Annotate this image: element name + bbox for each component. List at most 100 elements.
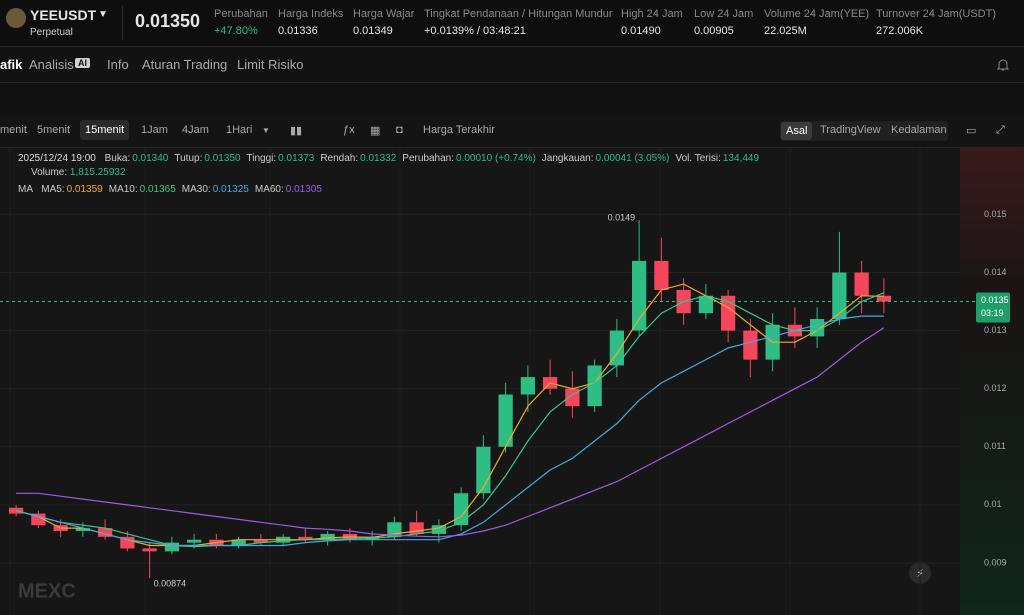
tab[interactable]: Aturan Trading	[142, 57, 228, 72]
volume-label: Volume:	[31, 167, 68, 178]
ohlc-label: Tutup:	[174, 153, 203, 164]
candle-body	[142, 548, 157, 552]
candle-body	[187, 539, 202, 543]
interval[interactable]: 1Jam	[141, 124, 168, 136]
stat-value: +0.0139% / 03:48:21	[424, 25, 526, 37]
candle-body	[854, 272, 869, 296]
y-tick-label: 0.012	[984, 383, 1007, 393]
ma-line	[15, 292, 885, 548]
countdown: 03:19	[981, 308, 1004, 318]
stat-label: Harga Wajar	[353, 8, 415, 20]
candle-body	[120, 536, 135, 549]
interval[interactable]: 1Hari	[226, 124, 253, 136]
ohlc-label: Perubahan:	[402, 153, 455, 164]
interval-active[interactable]: 15menit	[80, 120, 130, 140]
candle-body	[520, 377, 535, 395]
interval[interactable]: 5menit	[37, 124, 71, 136]
candle-body	[231, 539, 246, 546]
interval[interactable]: menit	[0, 124, 27, 136]
camera-icon[interactable]: ◘	[396, 124, 403, 136]
candle-body	[454, 493, 469, 526]
stat-label: Harga Indeks	[278, 8, 344, 20]
chart: MEXC ⚡ 0.0150.0140.0130.0120.0110.010.00…	[0, 148, 1024, 615]
spacer	[0, 83, 1024, 115]
stat-value: 0.01349	[353, 25, 393, 37]
layout-icon[interactable]: ▦	[370, 125, 381, 137]
ma-value: 0.01359	[66, 184, 103, 195]
stat-label: Perubahan	[214, 8, 268, 20]
ohlc-label: Jangkauan:	[541, 153, 594, 164]
candle-body	[721, 295, 736, 331]
chart-bg	[0, 148, 1024, 615]
ma-name: MA30:	[181, 184, 211, 195]
tab[interactable]: afik	[0, 57, 23, 72]
ai-badge: AI	[75, 58, 90, 68]
y-tick-label: 0.01	[984, 499, 1002, 509]
candle-icon[interactable]: ▮▮	[290, 125, 303, 137]
max-label: 0.0149	[608, 213, 636, 223]
view-active[interactable]: Asal	[781, 122, 813, 140]
view[interactable]: Kedalaman	[891, 124, 947, 136]
ohlc-value: 0.00041 (3.05%)	[595, 153, 670, 164]
y-tick-label: 0.014	[984, 267, 1007, 277]
stat-label: Low 24 Jam	[694, 8, 754, 20]
candle-body	[320, 533, 335, 540]
indicator-icon[interactable]: ƒx	[343, 124, 355, 136]
coin-icon	[6, 8, 26, 28]
ohlc-bar: 2025/12/24 19:00 Buka: 0.01340 Tutup: 0.013…	[18, 153, 759, 164]
ohlc-value: 134,449	[722, 153, 760, 164]
price-type[interactable]: Harga Terakhir	[423, 124, 495, 136]
ohlc-value: 0.00010 (+0.74%)	[456, 153, 536, 164]
stat-value: 0.01490	[621, 25, 661, 37]
caret[interactable]: ▼	[262, 126, 270, 135]
last-price-tag	[976, 292, 1010, 323]
view-switch	[780, 121, 948, 141]
candle-body	[98, 528, 113, 537]
candle-body	[654, 260, 669, 290]
stat-label: Tingkat Pendanaan / Hitungan Mundur	[424, 8, 613, 20]
stat-value: 0.00905	[694, 25, 734, 37]
candle-body	[832, 272, 847, 319]
stat-label: Volume 24 Jam(YEE)	[764, 8, 870, 20]
candle-body	[498, 394, 513, 447]
bell-icon[interactable]	[996, 58, 1010, 72]
ohlc-label: Vol. Terisi:	[675, 153, 721, 164]
ma-label: MA	[18, 184, 33, 195]
symbol[interactable]: YEEUSDT	[30, 7, 97, 23]
fullscreen-icon[interactable]: ⤢	[996, 124, 1005, 136]
divider	[122, 6, 123, 40]
last-price: 0.01350	[135, 11, 201, 31]
ma-name: MA5:	[41, 184, 65, 195]
candle-body	[587, 365, 602, 407]
y-tick-label: 0.009	[984, 557, 1007, 567]
tab[interactable]: Limit Risiko	[237, 57, 304, 72]
candle-body	[164, 542, 179, 552]
candle-body	[743, 330, 758, 360]
ma-line	[16, 327, 885, 538]
ohlc-label: Rendah:	[320, 153, 359, 164]
view[interactable]: TradingView	[820, 124, 881, 136]
window-icon[interactable]: ▭	[966, 125, 977, 137]
stat-value: 22.025M	[764, 25, 807, 37]
candle-date: 2025/12/24 19:00	[18, 153, 96, 164]
ma-line	[15, 283, 884, 547]
candle-body	[253, 539, 268, 543]
ohlc-value: 0.01340	[132, 153, 169, 164]
tab[interactable]: Analisis	[29, 57, 74, 72]
candle-body	[632, 260, 647, 331]
ohlc-value: 0.01373	[278, 153, 315, 164]
ohlc-label: Buka:	[104, 153, 131, 164]
y-tick-label: 0.015	[984, 209, 1007, 219]
y-tick-label: 0.013	[984, 325, 1007, 335]
interval[interactable]: 4Jam	[182, 124, 209, 136]
tab-bar: afik Analisis AI Info Aturan Trading Lim…	[0, 47, 1024, 83]
stat-label: High 24 Jam	[621, 8, 683, 20]
ma-value: 0.01305	[285, 184, 322, 195]
symbol-caret[interactable]: ▼	[98, 9, 108, 20]
tab[interactable]: Info	[107, 57, 129, 72]
candle-body	[75, 528, 90, 532]
ma-value: 0.01325	[212, 184, 249, 195]
volume-line: Volume: 1,815.25932	[31, 167, 126, 178]
ma-name: MA10:	[108, 184, 138, 195]
